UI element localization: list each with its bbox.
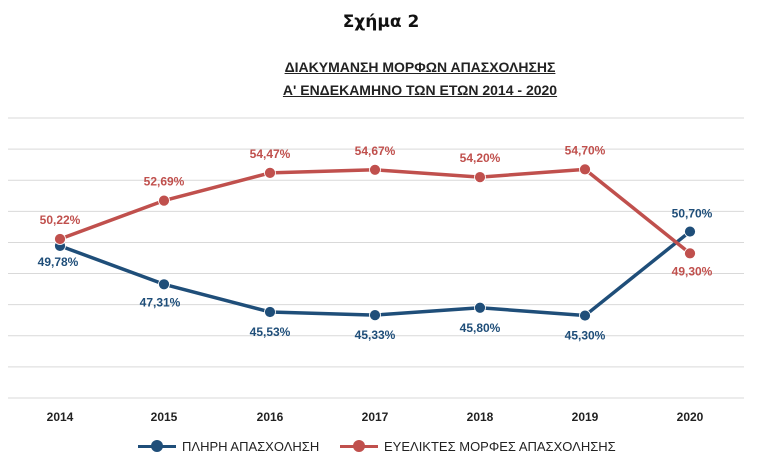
- data-point-full-employment: [474, 301, 486, 314]
- legend-label-flexible-employment: ΕΥΕΛΙΚΤΕΣ ΜΟΡΦΕΣ ΑΠΑΣΧΟΛΗΣΗΣ: [384, 438, 616, 454]
- data-label-flexible-employment: 50,22%: [40, 213, 81, 227]
- data-point-full-employment: [158, 278, 170, 291]
- data-point-flexible-employment: [264, 167, 276, 179]
- data-point-full-employment: [369, 309, 381, 321]
- x-tick-label: 2016: [257, 410, 284, 424]
- data-point-flexible-employment: [158, 194, 170, 207]
- x-tick-label: 2014: [47, 410, 74, 424]
- legend-swatch-full-employment: [138, 439, 176, 453]
- data-label-flexible-employment: 52,69%: [144, 175, 185, 189]
- x-tick-label: 2018: [467, 410, 494, 424]
- data-label-full-employment: 47,31%: [140, 295, 181, 309]
- data-label-flexible-employment: 54,67%: [355, 144, 396, 158]
- data-label-full-employment: 45,30%: [565, 329, 606, 343]
- data-label-full-employment: 45,33%: [355, 328, 396, 342]
- legend-item-flexible-employment: ΕΥΕΛΙΚΤΕΣ ΜΟΡΦΕΣ ΑΠΑΣΧΟΛΗΣΗΣ: [340, 436, 616, 456]
- x-tick-label: 2015: [151, 410, 178, 424]
- data-label-flexible-employment: 49,30%: [672, 264, 713, 278]
- x-tick-label: 2020: [677, 410, 704, 424]
- chart-title-line-2: Α' ΕΝΔΕΚΑΜΗΝΟ ΤΩΝ ΕΤΩΝ 2014 - 2020: [282, 82, 558, 98]
- data-point-full-employment: [264, 306, 276, 318]
- data-label-flexible-employment: 54,70%: [565, 143, 606, 157]
- x-axis-ticks: 2014 2015 2016 2017 2018 2019 2020: [47, 410, 704, 424]
- figure-label: Σχήμα 2: [342, 12, 420, 32]
- x-tick-label: 2019: [572, 410, 599, 424]
- data-point-flexible-employment: [474, 171, 486, 184]
- data-point-flexible-employment: [54, 233, 66, 245]
- data-label-flexible-employment: 54,20%: [460, 151, 501, 165]
- data-point-full-employment: [684, 225, 696, 238]
- data-point-full-employment: [579, 309, 591, 322]
- data-label-full-employment: 45,80%: [460, 321, 501, 335]
- gridlines: [8, 117, 744, 399]
- legend-swatch-flexible-employment: [340, 439, 378, 453]
- data-point-flexible-employment: [369, 163, 381, 176]
- data-point-flexible-employment: [684, 247, 696, 260]
- series-layer: [54, 163, 696, 322]
- data-point-flexible-employment: [579, 163, 591, 176]
- chart-title: ΔΙΑΚΥΜΑΝΣΗ ΜΟΡΦΩΝ ΑΠΑΣΧΟΛΗΣΗΣ Α' ΕΝΔΕΚΑΜ…: [160, 56, 680, 102]
- legend-item-full-employment: ΠΛΗΡΗ ΑΠΑΣΧΟΛΗΣΗ: [138, 436, 319, 456]
- x-tick-label: 2017: [362, 410, 389, 424]
- data-labels: 49,78% 47,31% 45,53% 45,33% 45,80% 45,30% 50,7…: [38, 143, 713, 342]
- chart-title-line-1: ΔΙΑΚΥΜΑΝΣΗ ΜΟΡΦΩΝ ΑΠΑΣΧΟΛΗΣΗΣ: [284, 59, 556, 75]
- data-label-flexible-employment: 54,47%: [250, 147, 291, 161]
- data-label-full-employment: 45,53%: [250, 325, 291, 339]
- data-label-full-employment: 50,70%: [672, 207, 713, 221]
- data-label-full-employment: 49,78%: [38, 255, 79, 269]
- legend-label-full-employment: ΠΛΗΡΗ ΑΠΑΣΧΟΛΗΣΗ: [182, 438, 320, 454]
